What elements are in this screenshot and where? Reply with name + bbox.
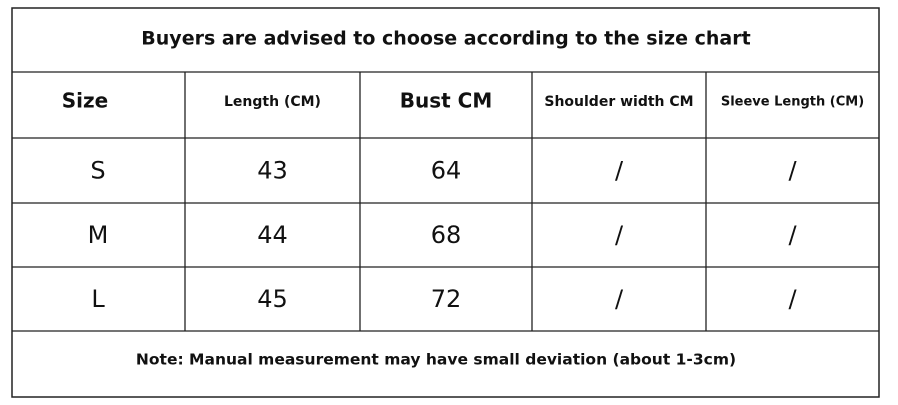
header-cell: Shoulder width CM [544, 94, 693, 110]
header-cell: Bust CM [400, 89, 493, 113]
table-cell: S [90, 157, 105, 185]
table-cell: M [88, 221, 109, 249]
table-cell: 44 [257, 221, 288, 249]
table-note: Note: Manual measurement may have small … [136, 351, 736, 369]
table-cell: 43 [257, 157, 288, 185]
header-cell: Length (CM) [224, 94, 321, 110]
table-cell: / [788, 285, 797, 313]
header-cell: Sleeve Length (CM) [721, 95, 864, 110]
table-cell: / [615, 221, 624, 249]
table-title: Buyers are advised to choose according t… [141, 28, 750, 50]
table-cell: / [615, 285, 624, 313]
table-cell: 45 [257, 285, 288, 313]
header-cell: Size [62, 89, 108, 113]
table-cell: L [91, 285, 105, 313]
table-cell: / [788, 157, 797, 185]
table-cell: 64 [431, 157, 462, 185]
table-cell: / [788, 221, 797, 249]
table-cell: 72 [431, 285, 462, 313]
table-cell: / [615, 157, 624, 185]
table-cell: 68 [431, 221, 462, 249]
